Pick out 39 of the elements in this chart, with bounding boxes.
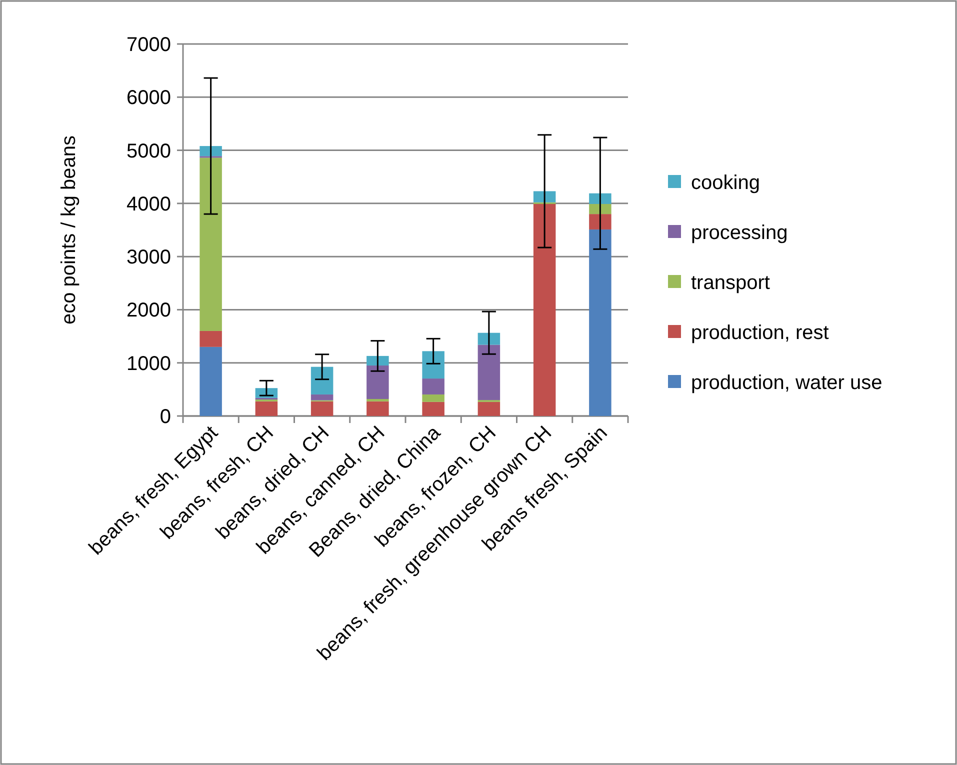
legend-label: transport xyxy=(691,272,770,294)
legend-label: processing xyxy=(691,222,788,244)
bar xyxy=(310,366,334,394)
y-axis-title: eco points / kg beans xyxy=(58,135,80,325)
bar xyxy=(589,229,612,416)
bar xyxy=(366,366,389,399)
y-tick-label: 4000 xyxy=(126,193,171,216)
bar xyxy=(533,191,556,202)
bar xyxy=(589,193,612,204)
bar xyxy=(366,401,389,416)
bar xyxy=(200,346,222,416)
bar xyxy=(422,378,444,394)
bar xyxy=(366,356,389,366)
bar xyxy=(200,330,222,347)
bar xyxy=(255,401,278,416)
bar xyxy=(589,214,612,230)
bar xyxy=(422,351,444,379)
bar xyxy=(422,402,444,416)
bar xyxy=(478,344,500,400)
bar xyxy=(478,402,500,416)
y-tick-label: 2000 xyxy=(126,300,171,322)
bar xyxy=(589,204,612,214)
y-tick-label: 7000 xyxy=(126,34,171,56)
legend-label: production, rest xyxy=(691,322,830,344)
bar xyxy=(366,398,389,402)
y-tick-label: 1000 xyxy=(126,352,171,375)
bar xyxy=(478,332,500,345)
y-tick-label: 0 xyxy=(160,406,171,428)
legend-label: production, water use xyxy=(691,372,882,394)
bar xyxy=(310,401,334,416)
bar xyxy=(422,394,444,402)
bar xyxy=(200,146,222,156)
y-tick-label: 3000 xyxy=(126,246,171,269)
bar xyxy=(533,204,556,416)
y-tick-label: 5000 xyxy=(126,140,171,162)
legend-label: cooking xyxy=(691,172,760,194)
bar xyxy=(200,158,222,331)
bar xyxy=(310,394,334,400)
y-tick-label: 6000 xyxy=(126,87,171,110)
